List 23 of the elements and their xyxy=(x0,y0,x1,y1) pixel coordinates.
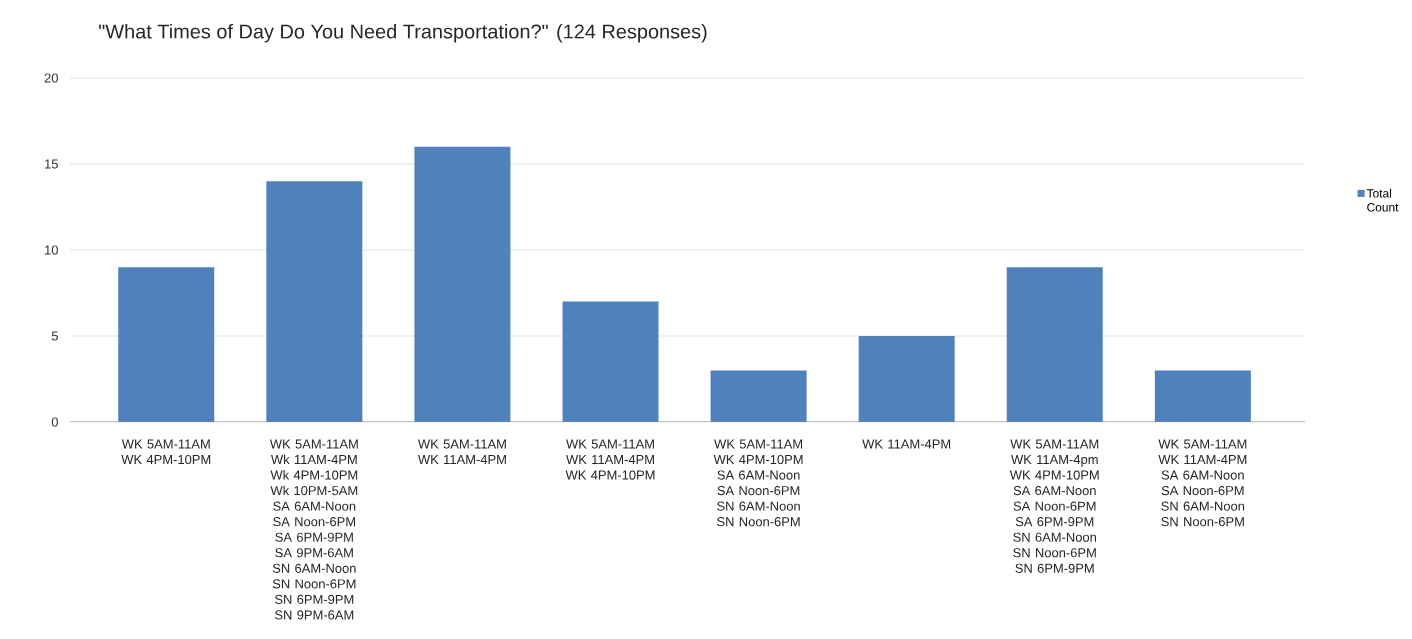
x-tick-label: WK 11AM-4PM xyxy=(862,439,951,449)
x-tick-label: WK 5AM-11AM WK 11AM-4PM WK 4PM-10PM xyxy=(565,439,655,480)
y-tick-label: 5 xyxy=(51,331,58,341)
y-tick-label: 10 xyxy=(45,245,58,255)
y-tick-label: 0 xyxy=(51,417,58,427)
category-label: WK 5AM-11AM WK 11AM-4pm WK 4PM-10PM SA 6AM-Noon SA Noon-6PM SA 6PM-9PM SN 6AM-Noon SN Noon-6PM SN 6PM-9PM xyxy=(1009,439,1099,573)
x-tick-label: WK 5AM-11AM WK 11AM-4PM SA 6AM-Noon SA Noon-6PM SN 6AM-Noon SN Noon-6PM xyxy=(1158,439,1247,527)
legend-label: Total Count xyxy=(1366,188,1399,212)
bar xyxy=(562,301,659,422)
bar xyxy=(858,336,955,422)
bar xyxy=(1006,267,1103,422)
x-tick-label: WK 5AM-11AM WK 4PM-10PM xyxy=(121,439,211,465)
bar xyxy=(710,370,807,422)
bar xyxy=(1154,370,1251,422)
bar xyxy=(118,267,215,422)
y-tick-label: 20 xyxy=(44,73,58,83)
bar xyxy=(266,181,363,422)
category-label: WK 5AM-11AM Wk 11AM-4PM Wk 4PM-10PM Wk 10PM-5AM SA 6AM-Noon SA Noon-6PM SA 6PM-9PM SA 9PM-6AM SN 6AM-Noon SN Noon-6PM SN 6PM-9PM SN 9PM-6AM xyxy=(269,439,358,620)
bar xyxy=(414,146,511,422)
x-tick-label: WK 5AM-11AM WK 11AM-4PM xyxy=(417,439,506,464)
chart-title: "What Times of Day Do You Need Transportation?" (124 Responses) xyxy=(99,23,707,43)
x-tick-label: WK 5AM-11AM WK 4PM-10PM SA 6AM-Noon SA Noon-6PM SN 6AM-Noon SN Noon-6PM xyxy=(713,439,803,527)
y-tick-label: 15 xyxy=(45,159,58,169)
